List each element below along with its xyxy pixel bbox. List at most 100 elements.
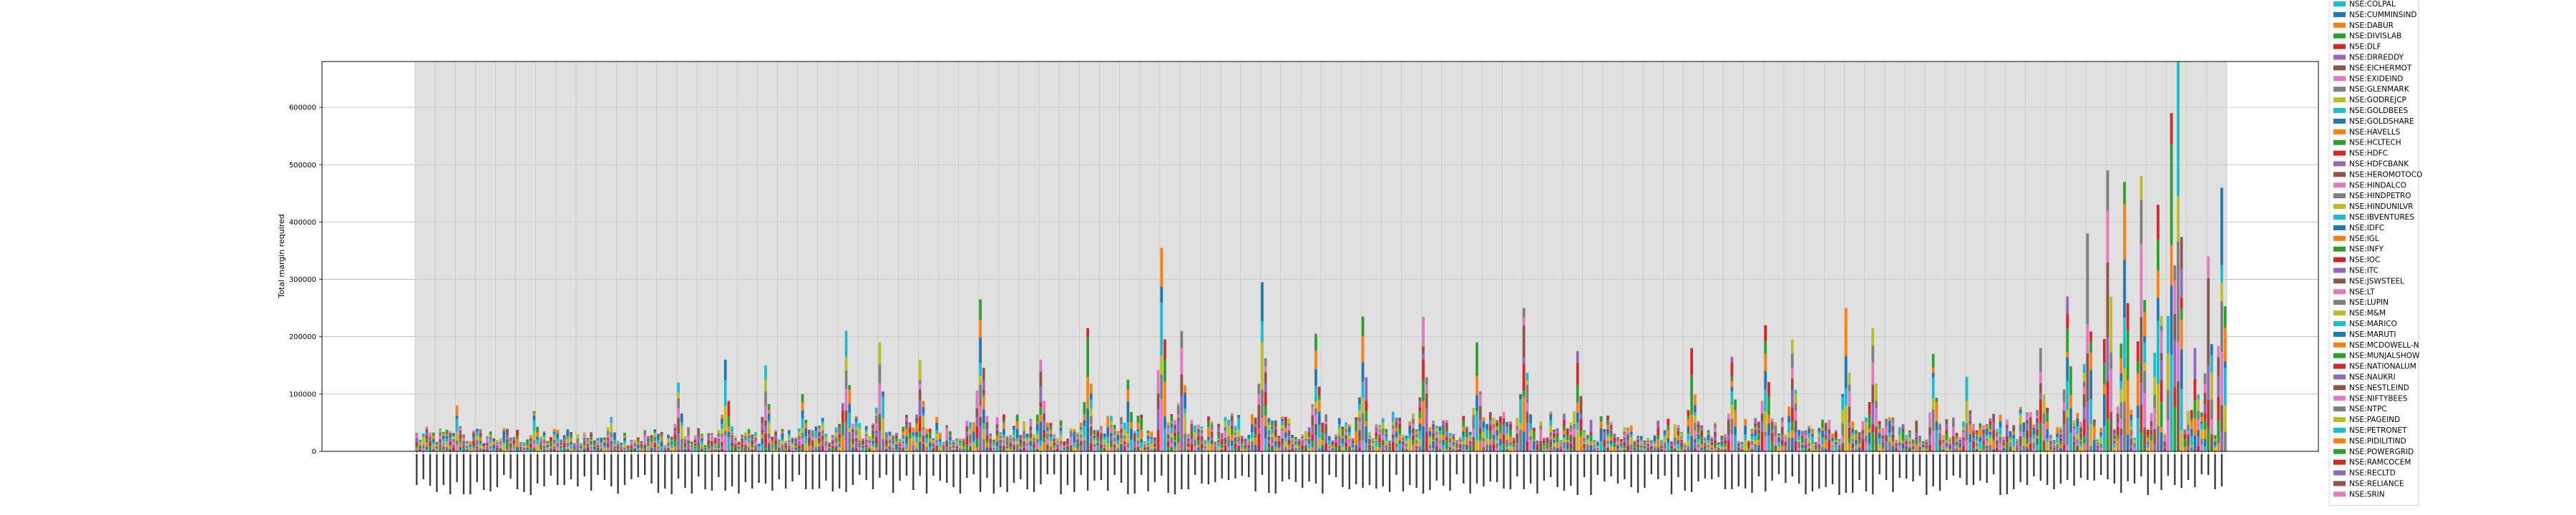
bar-segment <box>1506 433 1509 440</box>
bar-segment <box>723 406 727 431</box>
bar-segment <box>1492 444 1496 451</box>
bar-segment <box>2220 352 2223 406</box>
bar-segment <box>1035 442 1039 449</box>
bar-segment <box>1807 443 1811 446</box>
bar-segment <box>1438 442 1442 450</box>
bar-segment <box>801 410 804 419</box>
bar-segment <box>918 383 922 390</box>
bar-segment <box>2207 365 2210 400</box>
bar-segment <box>1069 445 1073 451</box>
bar-segment <box>1576 429 1579 451</box>
x-tick-label-block <box>2187 454 2190 480</box>
bar-segment <box>1757 440 1760 446</box>
bar-segment <box>1750 436 1754 439</box>
bar-segment <box>1005 446 1009 448</box>
bar-segment <box>2016 439 2019 441</box>
bar-segment <box>1553 438 1556 440</box>
bar-segment <box>1539 426 1542 430</box>
bar-segment <box>1989 434 1992 438</box>
x-tick-label-block <box>1549 454 1552 477</box>
bar-segment <box>1797 436 1801 441</box>
bar-segment <box>798 442 801 446</box>
bar-segment <box>1935 430 1938 451</box>
bar-segment <box>1130 411 1133 423</box>
bar-segment <box>1938 423 1941 425</box>
bar-segment <box>731 435 733 438</box>
bar-segment <box>1291 438 1294 441</box>
bar-segment <box>1958 443 1962 446</box>
bar-segment <box>690 449 693 451</box>
bar-segment <box>872 424 874 429</box>
bar-segment <box>1251 414 1254 425</box>
legend-label: NSE:LUPIN <box>2349 298 2389 307</box>
bar-segment <box>610 432 613 438</box>
bar-segment <box>831 443 834 447</box>
bar-segment <box>1347 446 1351 451</box>
bar-segment <box>995 441 999 446</box>
bar-segment <box>439 438 442 443</box>
bar-segment <box>1341 426 1345 429</box>
bar-segment <box>864 429 868 432</box>
bar-segment <box>690 448 693 450</box>
bar-segment <box>1160 247 1163 288</box>
bar-segment <box>592 441 596 446</box>
bar-segment <box>560 444 562 446</box>
bar-segment <box>1750 448 1754 451</box>
bar-segment <box>2059 448 2062 451</box>
y-tick-label: 400000 <box>289 219 316 227</box>
bar-segment <box>492 441 496 445</box>
bar-segment <box>1294 447 1297 451</box>
bar-segment <box>2177 341 2180 382</box>
bar-segment <box>1005 448 1009 451</box>
bar-segment <box>1083 402 1086 415</box>
bar-segment <box>717 445 721 448</box>
bar-segment <box>653 433 657 437</box>
x-tick-label-block <box>831 454 834 491</box>
bar-segment <box>546 448 550 451</box>
bar-segment <box>1935 401 1938 422</box>
bar-segment <box>2133 439 2136 443</box>
bar-segment <box>1247 435 1251 438</box>
bar-segment <box>979 299 982 320</box>
bar-segment <box>582 448 586 451</box>
bar-segment <box>1573 423 1576 428</box>
legend-swatch <box>2333 406 2346 412</box>
bar-segment <box>1962 432 1965 438</box>
x-tick-label-block <box>1797 454 1800 484</box>
bar-segment <box>1009 448 1013 451</box>
bar-segment <box>1126 389 1130 402</box>
bar-segment <box>1677 428 1680 430</box>
bar-segment <box>1281 431 1284 438</box>
bar-segment <box>1536 442 1539 445</box>
bar-segment <box>1687 426 1690 433</box>
bar-segment <box>1210 437 1214 441</box>
bar-segment <box>469 450 472 451</box>
x-tick-label-block <box>623 454 626 485</box>
bar-segment <box>1214 446 1217 448</box>
bar-segment <box>452 438 455 443</box>
bar-segment <box>1764 353 1767 371</box>
bar-segment <box>556 433 560 438</box>
bar-segment <box>2190 447 2193 451</box>
bar-segment <box>636 437 640 440</box>
bar-segment <box>1619 443 1623 446</box>
bar-segment <box>2049 448 2052 450</box>
bar-segment <box>459 450 462 451</box>
bar-segment <box>1881 443 1885 448</box>
bar-segment <box>1797 441 1801 448</box>
x-tick-label-block <box>2174 454 2176 485</box>
x-tick-label-block <box>1355 454 1357 484</box>
bar-segment <box>1573 411 1576 424</box>
bar-segment <box>1559 447 1563 449</box>
bar-segment <box>586 438 590 441</box>
bar-segment <box>1059 425 1063 428</box>
bar-segment <box>1271 443 1274 446</box>
bar-segment <box>2026 438 2029 444</box>
bar-segment <box>2129 448 2133 451</box>
bar-segment <box>1130 422 1133 429</box>
bar-segment <box>707 440 711 445</box>
bar-segment <box>2197 446 2200 451</box>
x-tick-label-block <box>1241 454 1244 476</box>
bar-segment <box>1653 446 1657 451</box>
bar-segment <box>905 443 908 449</box>
